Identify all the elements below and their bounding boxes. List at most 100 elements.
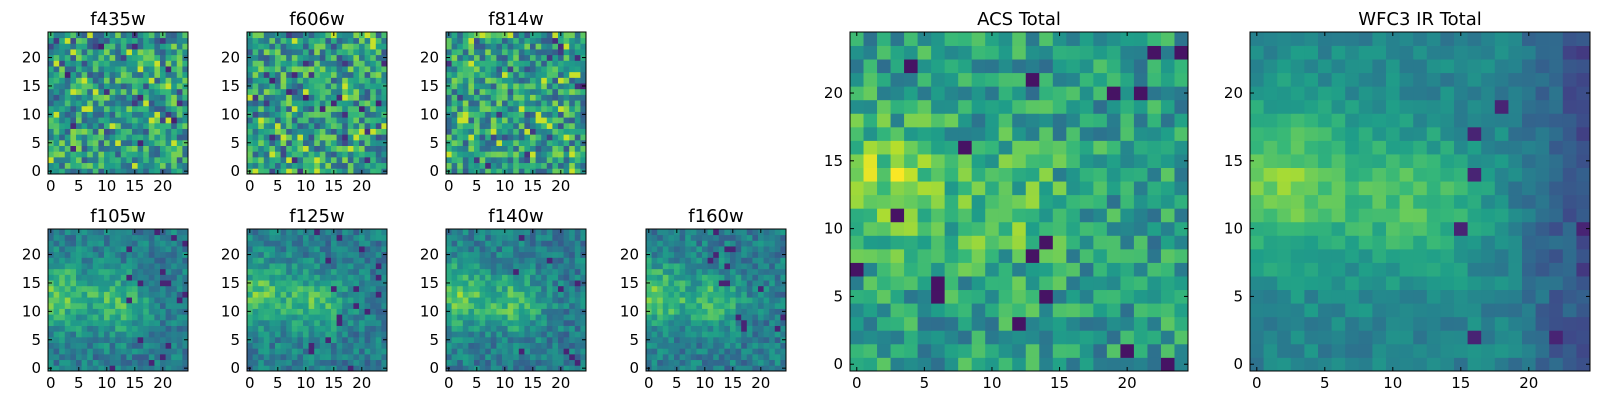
heatmap-cell [109,49,116,56]
heatmap-cell [462,268,469,275]
heatmap-cell [479,308,486,315]
heatmap-cell [353,274,360,281]
heatmap-cell [485,308,492,315]
heatmap-cell [336,88,343,95]
heatmap-cell [115,365,122,372]
heatmap-cell [269,100,276,107]
heatmap-cell [143,94,150,101]
heatmap-cell [314,348,321,355]
heatmap-cell [496,54,503,61]
heatmap-cell [718,359,725,366]
heatmap-cell [746,365,753,372]
heatmap-cell [269,88,276,95]
heatmap-cell [342,60,349,67]
heatmap-cell [580,105,587,112]
heatmap-cell [176,168,183,175]
heatmap-cell [1133,330,1148,345]
heatmap-cell [780,268,787,275]
heatmap-cell [917,221,932,236]
heatmap-cell [319,348,326,355]
heatmap-cell [381,257,388,264]
heatmap-cell [165,285,172,292]
heatmap-cell [917,208,932,223]
heatmap-cell [182,128,189,135]
heatmap-cell [558,348,564,355]
heatmap-cell [87,353,94,361]
heatmap-cell [126,139,133,146]
heatmap-cell [291,105,298,112]
heatmap-cell [171,162,178,169]
heatmap-cell [115,94,122,101]
heatmap-cell [252,336,259,343]
heatmap-cell [674,314,680,321]
heatmap-cell [890,303,905,318]
heatmap-cell [297,319,304,326]
heatmap-cell [375,263,382,270]
heatmap-cell [98,145,105,152]
heatmap-cell [81,83,88,90]
heatmap-cell [275,359,281,366]
heatmap-cell [558,263,564,270]
heatmap-cell [331,353,337,361]
heatmap-cell [336,100,343,107]
heatmap-cell [558,105,564,112]
heatmap-cell [70,162,77,169]
heatmap-cell [1025,276,1040,291]
heatmap-cell [530,274,536,281]
heatmap-cell [490,257,497,264]
heatmap-cell [446,49,452,56]
heatmap-cell [160,353,166,361]
y-tick-label: 10 [620,302,639,320]
heatmap-cell [474,302,480,309]
heatmap-cell [904,303,918,318]
heatmap-cell [679,229,686,236]
heatmap-cell [546,134,553,141]
heatmap-cell [353,297,360,304]
heatmap-cell [286,285,293,292]
heatmap-cell [971,330,986,345]
heatmap-cell [70,134,77,141]
heatmap-cell [917,276,932,291]
heatmap-cell [258,105,265,112]
heatmap-cell [76,314,82,321]
heatmap-cell [752,257,759,264]
heatmap-cell [474,319,480,326]
heatmap-cell [507,128,514,135]
heatmap-cell [1066,194,1081,209]
heatmap-cell [64,263,71,270]
heatmap-cell [353,246,360,253]
heatmap-cell [364,32,371,39]
heatmap-cell [468,128,475,135]
heatmap-cell [109,365,116,372]
heatmap-cell [563,268,570,275]
heatmap-cell [314,54,321,61]
heatmap-cell [580,353,587,361]
heatmap-cell [468,274,475,281]
heatmap-cell [718,234,725,241]
heatmap-cell [247,145,253,152]
heatmap-cell [569,331,576,338]
heatmap-cell [730,234,736,241]
heatmap-cell [451,77,458,84]
heatmap-cell [479,263,486,270]
heatmap-cell [769,297,776,304]
heatmap-cell [182,246,189,253]
heatmap-cell [370,234,377,241]
heatmap-cell [303,359,309,366]
heatmap-cell [662,234,669,241]
heatmap-cell [319,117,326,124]
heatmap-cell [490,246,497,253]
heatmap-cell [70,100,77,107]
heatmap-cell [92,43,99,50]
heatmap-cell [713,257,720,264]
heatmap-cell [364,37,371,44]
heatmap-cell [707,229,714,236]
heatmap-cell [325,156,332,164]
heatmap-cell [479,336,486,343]
heatmap-cell [280,49,287,56]
heatmap-cell [651,342,658,349]
heatmap-cell [758,325,764,332]
heatmap-cell [552,43,559,50]
heatmap-cell [646,263,652,270]
heatmap-cell [53,128,60,135]
